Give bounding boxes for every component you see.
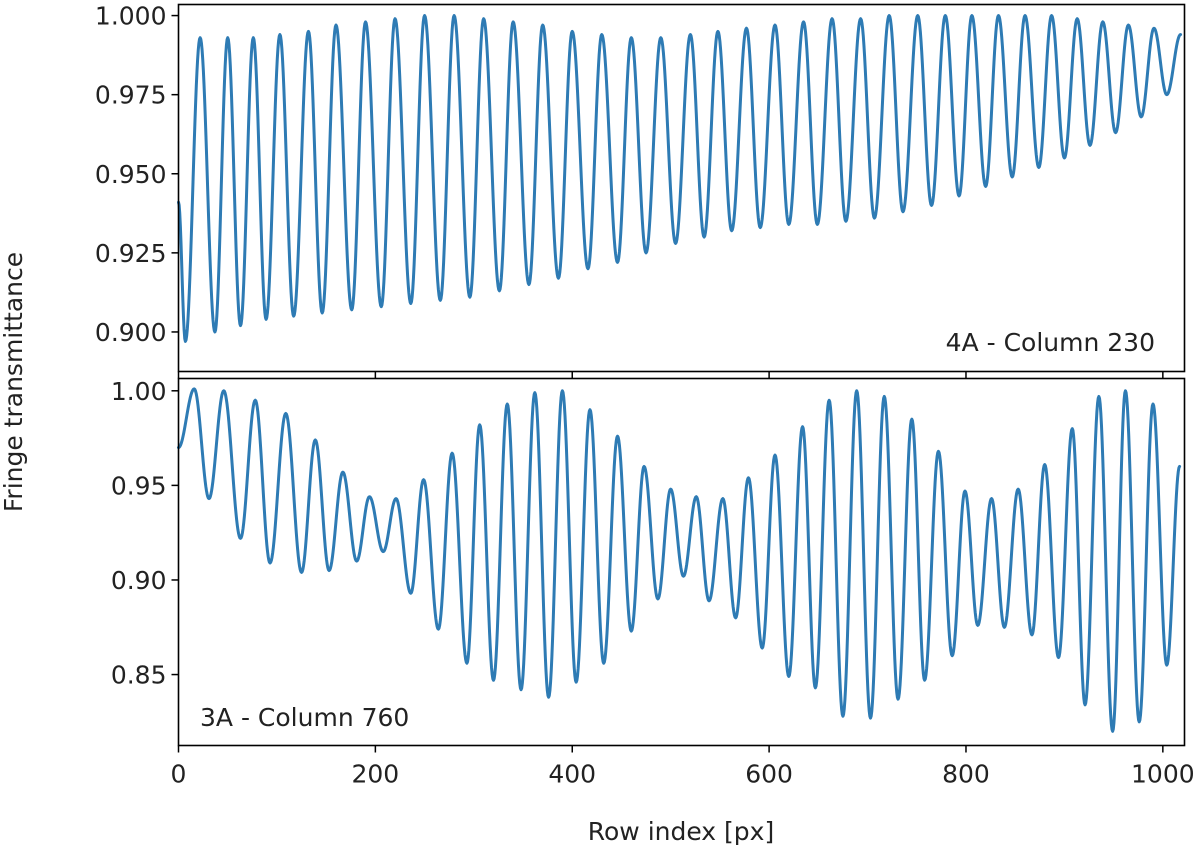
bottom-ytick-label: 0.95 (111, 471, 167, 500)
top-ytick-label: 0.975 (95, 81, 167, 110)
top-ytick-label: 0.900 (95, 318, 167, 347)
bottom-panel: 0.85 0.90 0.95 1.00 0 200 400 600 800 1000 3A - … (111, 377, 1195, 789)
bottom-series-line-0 (177, 387, 1182, 733)
bottom-ytick-label: 1.00 (111, 377, 167, 406)
x-axis-label: Row index [px] (588, 817, 774, 846)
top-panel: 0.900 0.925 0.950 0.975 1.000 4A - Column 23… (95, 2, 1186, 379)
bottom-panel-annotation: 3A - Column 760 (200, 703, 409, 732)
top-ytick-label: 1.000 (95, 2, 167, 31)
bottom-xtick-label: 800 (942, 760, 990, 789)
top-y-ticks: 0.900 0.925 0.950 0.975 1.000 (95, 2, 179, 347)
bottom-xtick-label: 400 (548, 760, 596, 789)
bottom-ytick-label: 0.85 (111, 661, 167, 690)
bottom-ytick-label: 0.90 (111, 566, 167, 595)
top-plot-frame (177, 3, 1186, 373)
top-ytick-label: 0.950 (95, 160, 167, 189)
bottom-series-layer (177, 387, 1182, 733)
y-axis-label: Fringe transmittance (0, 252, 28, 512)
bottom-xtick-label: 200 (352, 760, 400, 789)
bottom-x-ticks: 0 200 400 600 800 1000 (171, 745, 1195, 789)
top-x-ticks (177, 371, 1164, 379)
top-series-layer (177, 14, 1183, 343)
bottom-plot-frame (177, 377, 1186, 747)
top-ytick-label: 0.925 (95, 239, 167, 268)
bottom-xtick-label: 0 (171, 760, 187, 789)
top-panel-annotation: 4A - Column 230 (946, 328, 1155, 357)
bottom-xtick-label: 600 (745, 760, 793, 789)
bottom-y-ticks: 0.85 0.90 0.95 1.00 (111, 377, 179, 690)
bottom-xtick-label: 1000 (1131, 760, 1195, 789)
top-series-line-0 (177, 14, 1183, 343)
